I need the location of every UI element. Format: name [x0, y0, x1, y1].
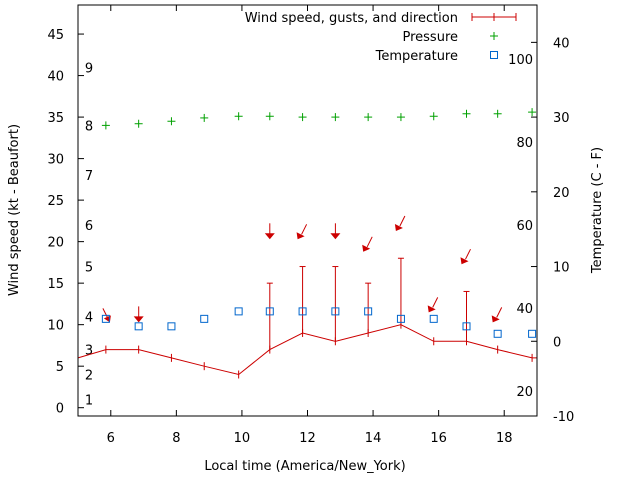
- wind-direction-arrow: [330, 223, 341, 240]
- pressure-point: [331, 113, 340, 122]
- temperature-point: [429, 314, 438, 323]
- legend: Wind speed, gusts, and direction Pressure…: [245, 11, 517, 64]
- beaufort-label: 9: [85, 61, 93, 76]
- pressure-point: [167, 117, 176, 126]
- temperature-point: [528, 329, 537, 338]
- wind-direction-arrow: [427, 297, 439, 313]
- y-left-tick-label: 45: [47, 28, 64, 43]
- wind-direction-arrow: [362, 236, 373, 252]
- legend-label: Wind speed, gusts, and direction: [245, 11, 458, 26]
- x-tick-label: 14: [365, 431, 382, 446]
- temperature-point: [396, 314, 405, 323]
- temperature-point: [298, 307, 307, 316]
- legend-swatch: [490, 32, 498, 40]
- pressure-point: [265, 112, 274, 121]
- y-left-tick-label: 30: [47, 153, 64, 168]
- temperature-point: [364, 307, 373, 316]
- wind-direction-arrow: [491, 307, 503, 323]
- pressure-point: [429, 112, 438, 121]
- beaufort-label: 4: [85, 310, 93, 325]
- y-right-tick-label: 20: [553, 186, 570, 201]
- temperature-point: [134, 322, 143, 331]
- x-tick-label: 18: [496, 431, 513, 446]
- fahrenheit-label: 100: [508, 53, 533, 68]
- fahrenheit-label: 80: [516, 136, 533, 151]
- y-left-tick-label: 25: [47, 194, 64, 209]
- pressure-point: [234, 112, 243, 121]
- y-right-tick-label: 10: [553, 261, 570, 276]
- beaufort-label: 8: [85, 119, 93, 134]
- y-left-tick-label: 20: [47, 236, 64, 251]
- beaufort-label: 5: [85, 261, 93, 276]
- wind-direction-arrow: [394, 215, 406, 231]
- beaufort-label: 1: [85, 393, 93, 408]
- beaufort-label: 2: [85, 368, 93, 383]
- x-tick-label: 6: [107, 431, 115, 446]
- pressure-point: [101, 121, 110, 130]
- temperature-point: [265, 307, 274, 316]
- y-right-tick-label: 30: [553, 111, 570, 126]
- temperature-point: [167, 322, 176, 331]
- y-left-tick-label: 5: [56, 360, 64, 375]
- pressure-point: [298, 113, 307, 122]
- beaufort-label: 7: [85, 169, 93, 184]
- x-tick-label: 16: [430, 431, 447, 446]
- temperature-point: [493, 329, 502, 338]
- wind-direction-arrow: [296, 224, 308, 240]
- y-right-tick-label: 40: [553, 36, 570, 51]
- pressure-point: [364, 113, 373, 122]
- y-right-tick-label: -10: [553, 410, 574, 425]
- temperature-point: [331, 307, 340, 316]
- legend-swatch: [490, 51, 498, 59]
- y-right-tick-label: 0: [553, 335, 561, 350]
- temperature-point: [200, 314, 209, 323]
- y-axis-label-right: Temperature (C - F): [590, 147, 605, 274]
- pressure-point: [396, 113, 405, 122]
- y-axis-label-left: Wind speed (kt - Beaufort): [7, 124, 22, 296]
- axes-layer: 6 8 10 12 14 16 18051015202530354045-100102030…: [47, 5, 574, 446]
- fahrenheit-label: 20: [516, 385, 533, 400]
- beaufort-label: 6: [85, 219, 93, 234]
- legend-label: Pressure: [402, 30, 458, 45]
- beaufort-label: 3: [85, 344, 93, 359]
- temperature-point: [101, 314, 110, 323]
- y-left-tick-label: 10: [47, 319, 64, 334]
- series-layer: [77, 108, 537, 379]
- pressure-point: [462, 109, 471, 118]
- y-left-tick-label: 35: [47, 111, 64, 126]
- x-axis-label: Local time (America/New_York): [204, 459, 405, 474]
- pressure-point: [200, 113, 209, 122]
- pressure-point: [528, 108, 537, 117]
- x-tick-label: 8: [172, 431, 180, 446]
- y-left-tick-label: 40: [47, 70, 64, 85]
- wind-direction-arrow: [133, 306, 144, 323]
- y-left-tick-label: 0: [56, 402, 64, 417]
- wind-speed-line: [77, 324, 537, 376]
- fahrenheit-label: 40: [516, 302, 533, 317]
- fahrenheit-label: 60: [516, 219, 533, 234]
- temperature-point: [462, 322, 471, 331]
- pressure-point: [134, 119, 143, 128]
- temperature-point: [234, 307, 243, 316]
- y-left-tick-label: 15: [47, 277, 64, 292]
- wind-direction-arrow: [264, 223, 275, 240]
- pressure-point: [493, 109, 502, 118]
- x-tick-label: 12: [299, 431, 316, 446]
- plot-frame: [77, 4, 538, 417]
- wind-direction-arrow: [460, 248, 471, 265]
- x-tick-label: 10: [234, 431, 251, 446]
- legend-swatch: [471, 13, 517, 21]
- legend-label: Temperature: [375, 49, 458, 64]
